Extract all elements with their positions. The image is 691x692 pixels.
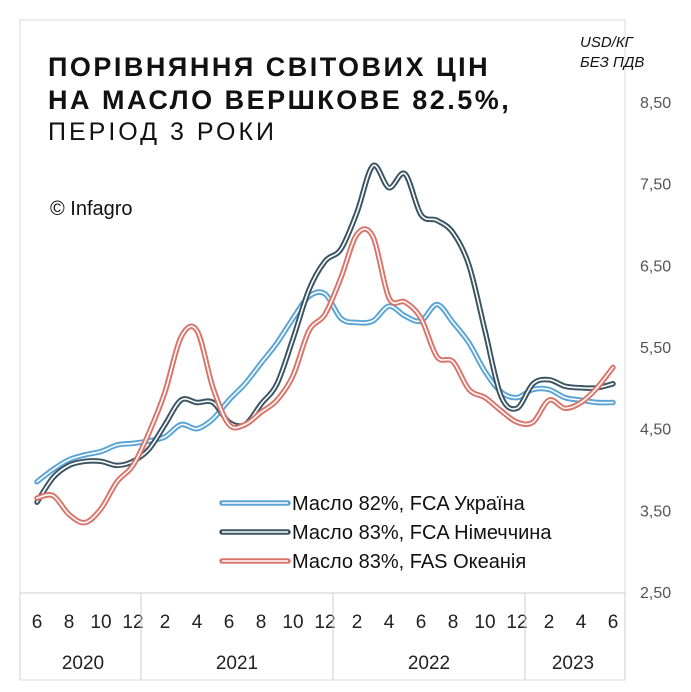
series-layer xyxy=(34,162,616,526)
x-tick-label: 8 xyxy=(64,612,75,633)
x-tick-label: 6 xyxy=(416,612,427,633)
title-line-1: ПОРІВНЯННЯ СВІТОВИХ ЦІН xyxy=(48,52,491,82)
x-tick-label: 8 xyxy=(256,612,267,633)
x-tick-label: 2 xyxy=(160,612,171,633)
copyright-text: © Infagro xyxy=(50,198,133,220)
y-axis: 8,50 7,50 6,50 5,50 4,50 3,50 2,50 xyxy=(640,95,671,602)
y-tick-label: 3,50 xyxy=(640,503,671,520)
series-line-3-core xyxy=(36,228,614,524)
legend-label: Масло 83%, FCA Німеччина xyxy=(292,522,552,544)
y-tick-label: 8,50 xyxy=(640,95,671,112)
legend-label: Масло 82%, FCA Україна xyxy=(292,493,526,515)
x-tick-label: 6 xyxy=(32,612,43,633)
title-line-2: НА МАСЛО ВЕРШКОВЕ 82.5%, xyxy=(48,85,512,115)
x-tick-label: 8 xyxy=(448,612,459,633)
x-tick-label: 6 xyxy=(608,612,619,633)
x-tick-label: 12 xyxy=(314,612,335,633)
title-line-3: ПЕРІОД 3 РОКИ xyxy=(48,118,277,146)
x-year-label: 2021 xyxy=(216,653,258,674)
series-line-1 xyxy=(34,289,616,485)
series-line-3 xyxy=(34,226,616,526)
x-tick-label: 6 xyxy=(224,612,235,633)
y-tick-label: 7,50 xyxy=(640,177,671,194)
unit-label-line-1: USD/КГ xyxy=(580,34,633,51)
x-tick-label: 12 xyxy=(506,612,527,633)
x-tick-label: 4 xyxy=(384,612,395,633)
x-tick-label: 10 xyxy=(90,612,111,633)
y-tick-label: 2,50 xyxy=(640,585,671,602)
x-tick-label: 10 xyxy=(282,612,303,633)
y-tick-label: 6,50 xyxy=(640,258,671,275)
x-tick-label: 2 xyxy=(352,612,363,633)
x-year-label: 2020 xyxy=(62,653,104,674)
x-year-label: 2022 xyxy=(408,653,450,674)
x-year-label: 2023 xyxy=(552,653,594,674)
unit-label-line-2: БЕЗ ПДВ xyxy=(580,54,645,71)
legend: Масло 82%, FCA Україна Масло 83%, FCA Нім… xyxy=(219,493,552,573)
y-tick-label: 5,50 xyxy=(640,340,671,357)
y-tick-label: 4,50 xyxy=(640,422,671,439)
x-tick-label: 4 xyxy=(576,612,587,633)
series-line-1-core xyxy=(36,291,614,483)
plot-frame xyxy=(19,19,626,681)
x-tick-label: 12 xyxy=(122,612,143,633)
x-tick-label: 10 xyxy=(474,612,495,633)
x-tick-label: 2 xyxy=(544,612,555,633)
legend-label: Масло 83%, FAS Океанія xyxy=(292,551,526,573)
x-tick-label: 4 xyxy=(192,612,203,633)
